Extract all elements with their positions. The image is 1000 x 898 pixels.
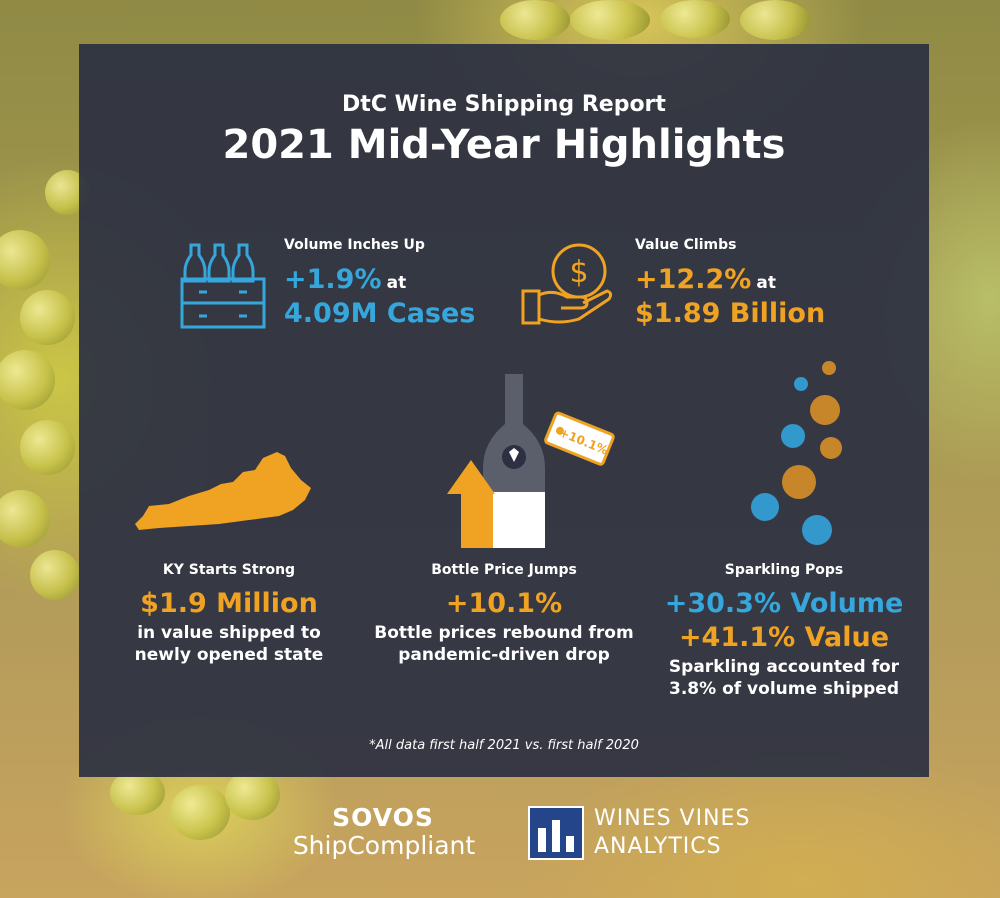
sovos-logo: SOVOS — [332, 803, 434, 832]
svg-text:$: $ — [569, 255, 588, 290]
bottle-label: Bottle Price Jumps — [431, 562, 577, 578]
value-amount: $1.89 Billion — [635, 298, 826, 329]
volume-stat-line: +1.9% at — [284, 264, 406, 296]
volume-value: 4.09M Cases — [284, 298, 476, 329]
kentucky-line-2: newly opened state — [134, 645, 324, 665]
volume-stat: +1.9% — [284, 264, 382, 295]
wines-vines-logo-line-2: ANALYTICS — [594, 834, 722, 859]
sparkling-label: Sparkling Pops — [724, 562, 844, 578]
report-title: 2021 Mid-Year Highlights — [222, 122, 786, 168]
bottle-stat: +10.1% — [445, 588, 563, 619]
value-at: at — [756, 273, 776, 293]
volume-label: Volume Inches Up — [284, 237, 425, 253]
shipcompliant-logo: ShipCompliant — [292, 831, 476, 860]
value-label: Value Climbs — [635, 237, 737, 253]
value-stat: +12.2% — [635, 264, 752, 295]
value-stat-line: +12.2% at — [635, 264, 776, 296]
sparkling-volume-stat: +30.3% Volume — [664, 588, 904, 619]
wine-bottle-price-tag-icon: +10.1% — [447, 372, 617, 556]
wine-crate-icon — [179, 239, 267, 335]
highlights-panel: DtC Wine Shipping Report 2021 Mid-Year H… — [79, 44, 929, 777]
bottle-line-1: Bottle prices rebound from — [374, 623, 634, 643]
volume-at: at — [386, 273, 407, 293]
sparkling-line-1: Sparkling accounted for — [668, 657, 900, 677]
sparkling-value-stat: +41.1% Value — [678, 622, 890, 653]
wines-vines-logo-line-1: WINES VINES — [594, 806, 751, 831]
kentucky-map-icon — [129, 446, 319, 546]
kentucky-stat: $1.9 Million — [140, 588, 318, 619]
sparkling-line-2: 3.8% of volume shipped — [669, 679, 899, 699]
bubbles-icon — [739, 354, 849, 553]
kentucky-label: KY Starts Strong — [162, 562, 296, 578]
report-subtitle: DtC Wine Shipping Report — [342, 92, 666, 117]
footnote: *All data first half 2021 vs. first half… — [369, 738, 639, 753]
dollar-hand-icon: $ — [519, 239, 619, 333]
kentucky-line-1: in value shipped to — [137, 623, 321, 643]
wines-vines-logo-icon — [528, 806, 584, 860]
bottle-line-2: pandemic-driven drop — [398, 645, 610, 665]
